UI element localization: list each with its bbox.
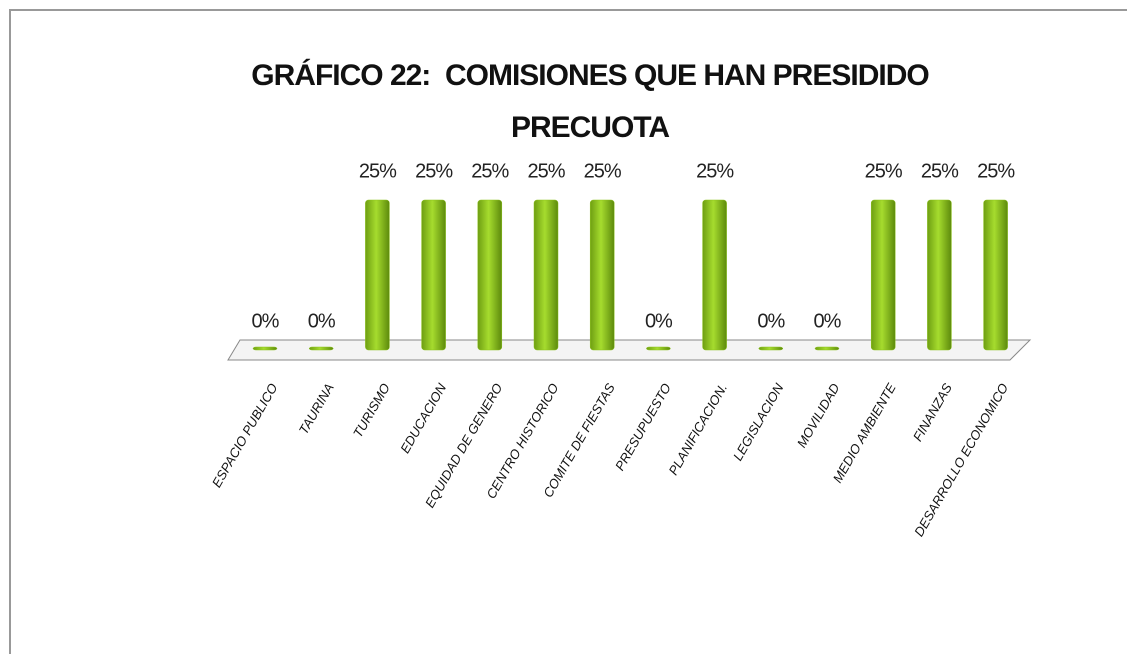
bar xyxy=(814,346,840,351)
value-label: 25% xyxy=(696,160,734,182)
value-label: 25% xyxy=(359,160,397,182)
value-label: 25% xyxy=(865,160,903,182)
x-tick-label: DESARROLLO ECONOMICO xyxy=(911,381,1011,539)
value-label: 25% xyxy=(415,160,453,182)
x-tick-label: MEDIO AMBIENTE xyxy=(830,380,899,485)
x-tick-label: LEGISLACION xyxy=(730,380,787,463)
bar xyxy=(870,199,896,351)
value-label: 0% xyxy=(814,310,842,332)
value-label: 0% xyxy=(757,310,785,332)
value-label: 0% xyxy=(645,310,673,332)
bar xyxy=(589,199,615,351)
value-label: 25% xyxy=(471,160,509,182)
value-label: 25% xyxy=(977,160,1015,182)
x-tick-label: ESPACIO PUBLICO xyxy=(209,381,281,490)
x-tick-label: EDUCACION xyxy=(397,380,449,456)
x-tick-label: PLANIFICACION. xyxy=(666,381,731,478)
value-label: 0% xyxy=(252,310,280,332)
x-tick-label: PRESUPUESTO xyxy=(612,381,674,473)
x-tick-label: MOVILIDAD xyxy=(794,381,843,450)
bar xyxy=(421,199,446,351)
bar xyxy=(477,199,503,351)
value-label: 0% xyxy=(308,310,336,332)
value-label: 25% xyxy=(921,160,959,182)
chart-title: GRÁFICO 22: COMISIONES QUE HAN PRESIDIDO… xyxy=(251,59,937,144)
bar xyxy=(308,346,334,351)
bar xyxy=(646,346,671,351)
x-tick-label: FINANZAS xyxy=(910,380,955,443)
x-tick-label: TURISMO xyxy=(350,381,393,440)
bar xyxy=(702,199,727,351)
bar xyxy=(533,199,559,351)
frame xyxy=(9,9,1127,654)
bar xyxy=(927,199,952,351)
bar xyxy=(758,346,784,351)
floor xyxy=(227,339,1032,361)
value-label: 25% xyxy=(584,160,622,182)
value-label: 25% xyxy=(527,160,565,182)
x-tick-label: TAURINA xyxy=(296,381,337,437)
bar xyxy=(365,199,390,351)
bar xyxy=(983,199,1008,351)
bar xyxy=(252,346,278,351)
